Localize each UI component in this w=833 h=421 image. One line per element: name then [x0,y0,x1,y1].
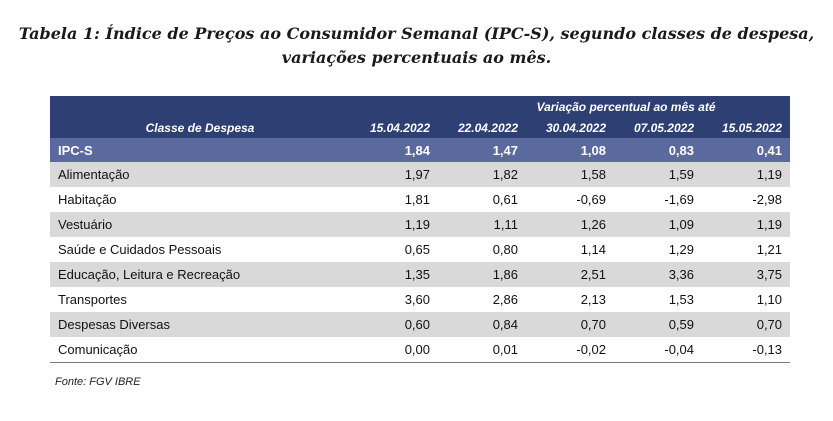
caption-line-2: variações percentuais ao mês. [281,48,552,67]
row-value: 3,36 [668,267,694,282]
row-value: 1,09 [668,217,694,232]
row-label: Alimentação [58,167,130,182]
table-row: Habitação 1,81 0,61 -0,69 -1,69 -2,98 [50,187,791,212]
table-row: Alimentação 1,97 1,82 1,58 1,59 1,19 [50,162,791,187]
date-header: 30.04.2022 [545,120,606,135]
date-header: 15.04.2022 [369,120,430,135]
row-value: 1,58 [580,167,606,182]
row-value: 2,86 [492,292,518,307]
row-label: Habitação [58,192,117,207]
row-value: 0,70 [756,317,783,332]
header-row-dates: Classe de Despesa 15.04.2022 22.04.2022 … [50,117,791,138]
row-value: 1,11 [493,217,518,232]
row-value: 3,60 [404,292,430,307]
row-label: Vestuário [58,217,113,232]
row-value: 0,80 [492,242,518,257]
ipc-s-table: Variação percentual ao mês até Classe de… [50,96,791,363]
row-value: 1,26 [580,217,606,232]
row-value: 1,10 [756,292,783,307]
row-value: 1,19 [756,217,783,232]
row-value: 1,81 [404,192,430,207]
row-value: 0,01 [438,337,526,363]
row-value: 1,35 [404,267,430,282]
header-row-group: Variação percentual ao mês até [50,96,791,117]
table-row: Educação, Leitura e Recreação 1,35 1,86 2,5… [50,262,791,287]
summary-label: IPC-S [58,142,93,158]
row-value: 2,51 [580,267,606,282]
summary-value: 0,83 [668,142,694,158]
header-empty-cell [50,96,350,117]
row-value: -0,13 [702,337,791,363]
table-row: Transportes 3,60 2,86 2,13 1,53 1,10 [50,287,791,312]
row-value: -0,69 [576,192,606,207]
row-value: 0,00 [350,337,438,363]
class-header: Classe de Despesa [145,120,255,135]
row-label: Transportes [58,292,127,307]
source-note: Fonte: FGV IBRE [55,376,141,388]
date-header: 15.05.2022 [721,120,783,135]
date-header: 07.05.2022 [633,120,694,135]
row-value: 0,61 [492,192,518,207]
row-value: 0,70 [580,317,606,332]
row-value: 1,19 [756,167,783,182]
row-value: 3,75 [756,267,783,282]
row-value: -1,69 [664,192,694,207]
table-row: Comunicação 0,00 0,01 -0,02 -0,04 -0,13 [50,337,791,363]
table-row: Despesas Diversas 0,60 0,84 0,70 0,59 0,70 [50,312,791,337]
row-value: 0,60 [404,317,430,332]
group-header: Variação percentual ao mês até [536,99,716,114]
row-value: 1,53 [668,292,694,307]
row-value: -2,98 [752,192,783,207]
row-value: 1,82 [492,167,518,182]
row-value: 0,59 [668,317,694,332]
summary-value: 0,41 [756,142,783,158]
row-value: 1,59 [668,167,694,182]
table-row: Vestuário 1,19 1,11 1,26 1,09 1,19 [50,212,791,237]
row-value: 1,19 [404,217,430,232]
row-label: Despesas Diversas [58,317,170,332]
row-value: 1,86 [492,267,518,282]
row-value: 0,65 [404,242,430,257]
row-value: 1,29 [668,242,694,257]
summary-row-ipc-s: IPC-S 1,84 1,47 1,08 0,83 0,41 [50,138,791,162]
summary-value: 1,47 [492,142,518,158]
summary-value: 1,84 [404,142,430,158]
row-label: Educação, Leitura e Recreação [58,267,241,282]
row-value: 0,84 [492,317,518,332]
row-value: 1,21 [756,242,783,257]
row-value: 1,14 [580,242,606,257]
table-row: Saúde e Cuidados Pessoais 0,65 0,80 1,14 1,2… [50,237,791,262]
date-header: 22.04.2022 [457,120,518,135]
row-value: 2,13 [580,292,606,307]
table-caption: Tabela 1: Índice de Preços ao Consumidor… [0,22,833,70]
summary-value: 1,08 [580,142,606,158]
row-value: 1,97 [404,167,430,182]
row-value: -0,02 [526,337,614,363]
row-label: Saúde e Cuidados Pessoais [58,242,222,257]
row-value: -0,04 [614,337,702,363]
row-label: Comunicação [50,337,350,363]
caption-line-1: Tabela 1: Índice de Preços ao Consumidor… [18,24,815,43]
